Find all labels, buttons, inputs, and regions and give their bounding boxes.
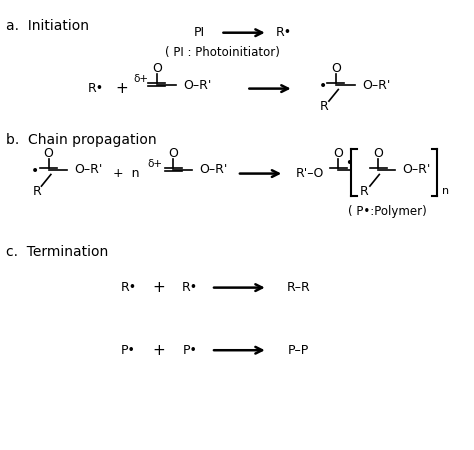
Text: +  n: + n [113, 167, 139, 180]
Text: O–R': O–R' [183, 78, 211, 91]
Text: ( PI : Photoinitiator): ( PI : Photoinitiator) [165, 46, 280, 59]
Text: P–P: P–P [288, 344, 309, 357]
Text: O: O [374, 147, 383, 160]
Text: R–R: R–R [286, 281, 310, 294]
Text: R•: R• [182, 281, 198, 294]
Text: PI: PI [194, 26, 205, 39]
Text: R•: R• [88, 82, 104, 95]
Text: •: • [319, 79, 327, 93]
Text: O–R': O–R' [74, 163, 103, 176]
Text: R•: R• [276, 26, 292, 39]
Text: b.  Chain propagation: b. Chain propagation [6, 133, 157, 147]
Text: R'–O: R'–O [296, 167, 324, 180]
Text: R: R [320, 100, 328, 113]
Text: +: + [115, 81, 128, 96]
Text: δ+: δ+ [133, 74, 148, 84]
Text: +: + [153, 280, 165, 295]
Text: ( P•:Polymer): ( P•:Polymer) [348, 205, 427, 218]
Text: P•: P• [182, 344, 197, 357]
Text: O: O [152, 62, 162, 75]
Text: R•: R• [120, 281, 137, 294]
Text: R: R [32, 185, 41, 198]
Text: a.  Initiation: a. Initiation [6, 19, 89, 33]
Text: O–R': O–R' [402, 163, 430, 176]
Text: R: R [360, 185, 369, 198]
Text: O: O [168, 147, 178, 160]
Text: n: n [442, 186, 449, 197]
Text: •: • [345, 157, 352, 170]
Text: O: O [44, 147, 54, 160]
Text: O: O [331, 62, 341, 75]
Text: O–R': O–R' [362, 78, 390, 91]
Text: O: O [333, 147, 343, 160]
Text: •: • [31, 164, 39, 178]
Text: P•: P• [121, 344, 136, 357]
Text: δ+: δ+ [147, 159, 162, 169]
Text: +: + [153, 343, 165, 358]
Text: c.  Termination: c. Termination [6, 245, 109, 259]
Text: O–R': O–R' [199, 163, 228, 176]
